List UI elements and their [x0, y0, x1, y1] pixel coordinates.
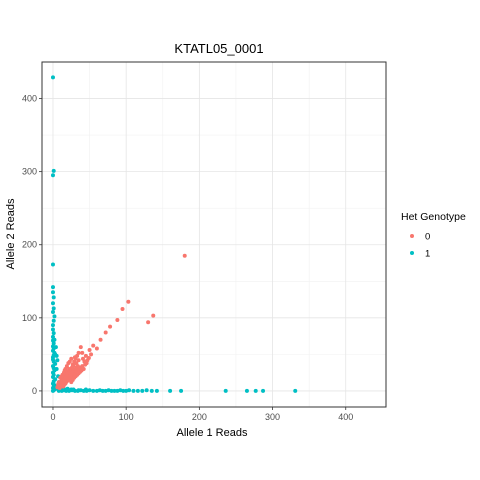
data-point — [57, 385, 62, 390]
data-point — [109, 388, 114, 393]
data-point — [135, 388, 140, 393]
x-tick-label: 200 — [192, 412, 207, 422]
data-point — [50, 388, 55, 393]
data-point — [244, 388, 249, 393]
data-point — [91, 388, 96, 393]
data-point — [149, 388, 154, 393]
data-point — [50, 309, 55, 314]
series-1 — [50, 75, 298, 393]
data-point — [50, 75, 55, 80]
chart-title: KTATL05_0001 — [174, 41, 263, 56]
y-tick-label: 300 — [22, 167, 37, 177]
data-point — [100, 388, 105, 393]
data-point — [69, 356, 74, 361]
data-point — [91, 343, 96, 348]
series-0 — [55, 253, 187, 390]
data-point — [168, 388, 173, 393]
legend-label: 1 — [425, 249, 430, 260]
data-point — [50, 301, 55, 306]
data-point — [51, 295, 56, 300]
legend-label: 0 — [425, 232, 430, 243]
x-tick-label: 0 — [50, 412, 55, 422]
x-tick-label: 100 — [119, 412, 134, 422]
x-tick-label: 400 — [338, 412, 353, 422]
data-point — [53, 345, 58, 350]
y-axis-title: Allele 2 Reads — [5, 198, 17, 269]
y-tick-label: 200 — [22, 240, 37, 250]
data-point — [87, 388, 92, 393]
data-point — [151, 313, 156, 318]
y-tick-label: 400 — [22, 94, 37, 104]
data-point — [154, 388, 159, 393]
data-point — [179, 388, 184, 393]
data-point — [50, 323, 55, 328]
x-axis-ticks: 0 100 200 300 400 — [50, 407, 353, 422]
x-axis-title: Allele 1 Reads — [177, 427, 248, 439]
legend-key — [410, 251, 414, 255]
data-point — [131, 388, 136, 393]
data-point — [50, 262, 55, 267]
data-point — [293, 388, 298, 393]
data-point — [83, 353, 88, 358]
data-point — [80, 350, 85, 355]
data-point — [50, 290, 55, 295]
plot-border — [41, 61, 387, 408]
data-point — [51, 318, 56, 323]
data-point — [144, 388, 149, 393]
data-point — [86, 356, 91, 361]
data-point — [261, 388, 266, 393]
data-point — [108, 324, 113, 329]
data-point — [182, 253, 187, 258]
data-point — [87, 347, 92, 352]
x-tick-label: 300 — [265, 412, 280, 422]
data-point — [83, 387, 88, 392]
data-point — [98, 337, 103, 342]
data-point — [76, 350, 81, 355]
data-point — [71, 387, 76, 392]
data-point — [79, 368, 84, 373]
data-point — [115, 318, 120, 323]
data-point — [75, 364, 80, 369]
data-point — [140, 388, 145, 393]
data-point — [103, 330, 108, 335]
data-point — [120, 307, 125, 312]
data-point — [50, 327, 55, 332]
data-point — [54, 353, 59, 358]
data-point — [51, 331, 56, 336]
y-tick-label: 0 — [32, 386, 37, 396]
data-point — [52, 337, 57, 342]
data-point — [54, 366, 59, 371]
data-point — [253, 388, 258, 393]
data-point — [76, 388, 81, 393]
data-point — [127, 388, 132, 393]
data-point — [55, 358, 60, 363]
legend: Het Genotype 0 1 — [401, 211, 466, 260]
legend-title: Het Genotype — [401, 211, 466, 223]
data-points — [50, 75, 298, 393]
data-point — [223, 388, 228, 393]
data-point — [50, 173, 55, 178]
data-point — [52, 314, 57, 319]
data-point — [51, 306, 56, 311]
data-point — [61, 370, 66, 375]
data-point — [78, 345, 83, 350]
data-point — [94, 346, 99, 351]
data-point — [121, 388, 126, 393]
y-tick-label: 100 — [22, 313, 37, 323]
data-point — [89, 352, 94, 357]
data-point — [112, 388, 117, 393]
data-point — [146, 320, 151, 325]
data-point — [51, 168, 56, 173]
data-point — [126, 299, 131, 304]
legend-key — [410, 234, 414, 238]
y-axis-ticks: 0 100 200 300 400 — [22, 94, 42, 396]
grid-lines — [42, 62, 386, 407]
data-point — [50, 285, 55, 290]
data-point — [59, 374, 64, 379]
